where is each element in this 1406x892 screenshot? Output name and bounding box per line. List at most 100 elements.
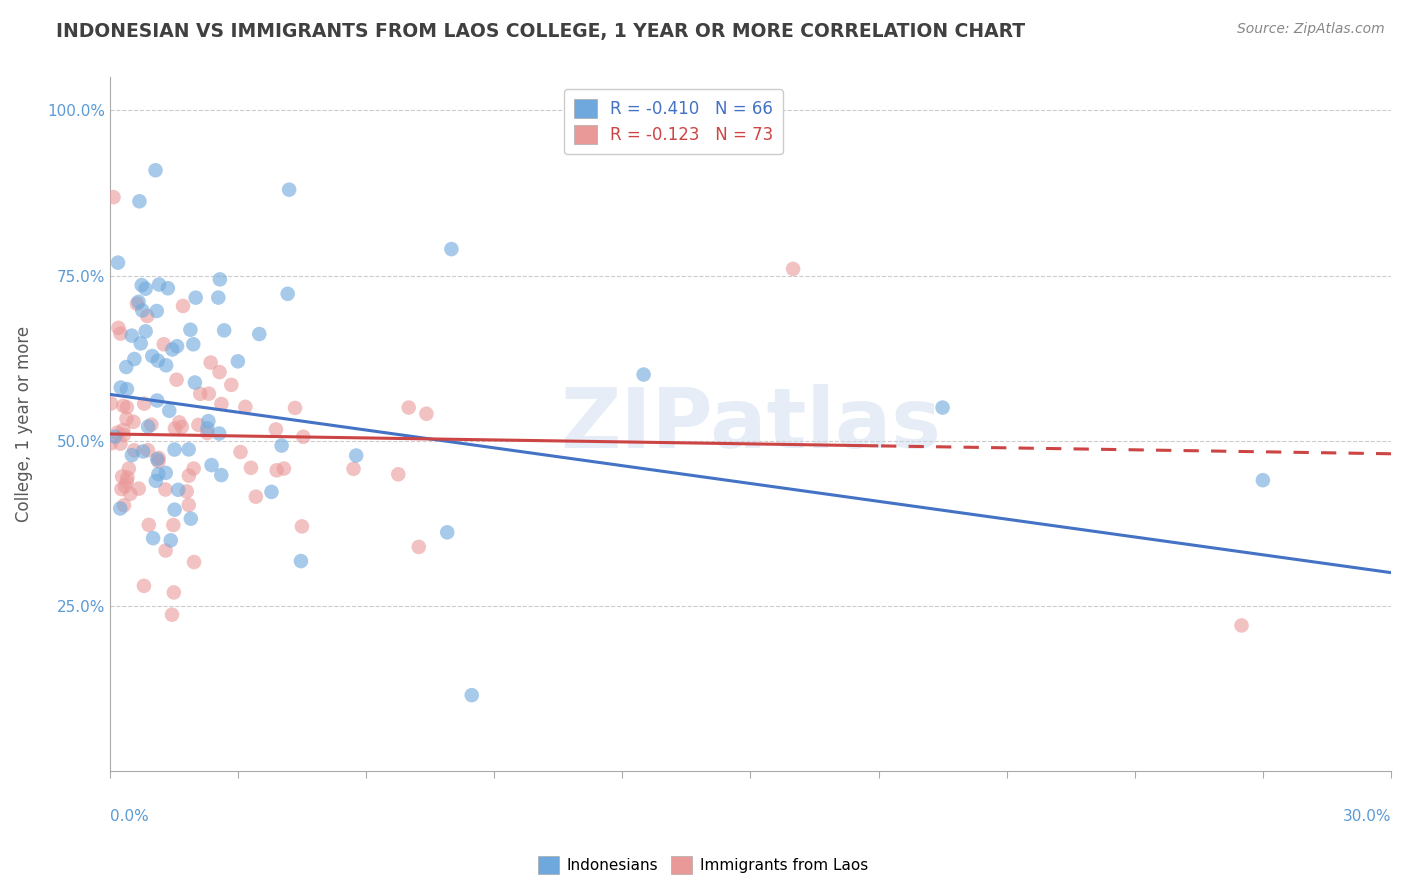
Point [273,461,295,475]
Point [112,399,135,413]
Point [129,336,152,351]
Point [408,540,430,554]
Point [136,443,159,458]
Point [184,291,207,305]
Point [278,183,301,197]
Point [162,518,184,533]
Point [156,281,179,295]
Point [148,277,170,292]
Point [209,468,232,483]
Text: 0.0%: 0.0% [110,809,149,824]
Point [183,461,205,475]
Point [239,460,262,475]
Point [117,470,139,484]
Point [291,519,314,533]
Point [100,436,122,450]
Point [179,323,201,337]
Point [142,531,165,545]
Point [177,468,200,483]
Point [277,286,299,301]
Point [148,450,170,465]
Point [292,430,315,444]
Point [209,397,232,411]
Point [124,351,146,366]
Point [107,425,129,440]
Point [111,469,134,483]
Point [141,349,163,363]
Legend: R = -0.410   N = 66, R = -0.123   N = 73: R = -0.410 N = 66, R = -0.123 N = 73 [564,89,783,154]
Point [187,417,209,432]
Point [177,442,200,457]
Point [208,426,231,441]
Point [931,401,953,415]
Point [110,380,132,394]
Point [146,393,169,408]
Point [195,425,218,440]
Point [183,555,205,569]
Point [633,368,655,382]
Point [132,444,155,458]
Point [160,607,183,622]
Point [148,467,170,482]
Point [221,377,243,392]
Point [200,458,222,472]
Point [176,484,198,499]
Point [342,462,364,476]
Point [264,422,287,436]
Point [436,525,458,540]
Point [128,294,150,309]
Point [148,454,170,468]
Point [115,382,138,396]
Point [197,421,219,435]
Point [128,482,150,496]
Point [157,404,180,418]
Point [120,487,142,501]
Point [181,337,204,351]
Point [100,396,122,410]
Point [125,297,148,311]
Point [122,415,145,429]
Legend: Indonesians, Immigrants from Laos: Indonesians, Immigrants from Laos [531,850,875,880]
Point [1230,618,1253,632]
Point [152,337,174,351]
Point [172,299,194,313]
Point [118,461,141,475]
Point [245,490,267,504]
Point [115,401,138,415]
Text: Source: ZipAtlas.com: Source: ZipAtlas.com [1237,22,1385,37]
Point [207,291,229,305]
Point [155,359,177,373]
Point [188,387,211,401]
Point [132,579,155,593]
Point [141,417,163,432]
Point [112,428,135,442]
Point [163,421,186,435]
Point [167,483,190,497]
Point [136,309,159,323]
Point [163,442,186,457]
Point [270,439,292,453]
Point [415,407,437,421]
Point [112,498,135,512]
Point [145,304,167,318]
Point [146,353,169,368]
Point [155,543,177,558]
Point [177,498,200,512]
Point [184,376,207,390]
Point [344,449,367,463]
Point [110,436,132,450]
Point [115,411,138,425]
Point [115,359,138,374]
Point [155,466,177,480]
Point [229,445,252,459]
Point [159,533,181,548]
Point [440,242,463,256]
Point [135,282,157,296]
Point [169,416,191,430]
Point [121,328,143,343]
Point [166,373,188,387]
Point [226,354,249,368]
Point [247,326,270,341]
Point [398,401,420,415]
Point [266,463,288,477]
